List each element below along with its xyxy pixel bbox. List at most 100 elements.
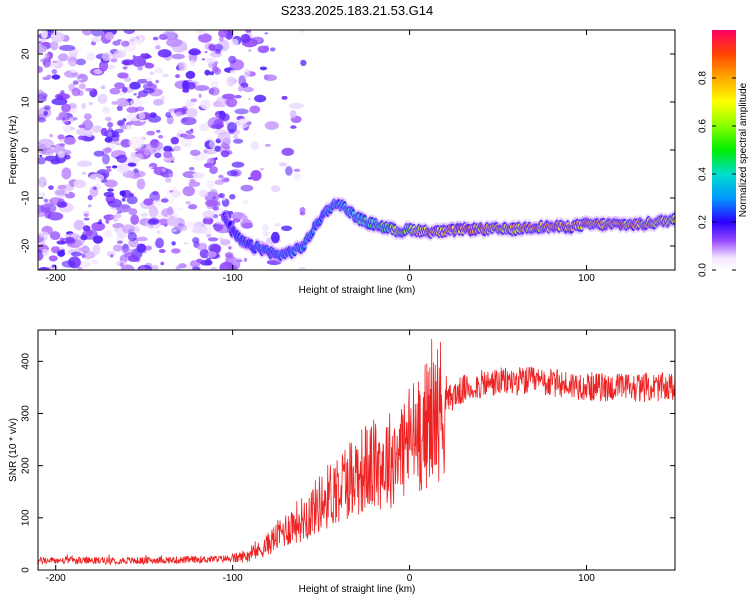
noise-blob (107, 131, 113, 138)
y-tick-label: 0 (21, 567, 32, 573)
noise-blob (212, 206, 219, 211)
noise-blob (57, 150, 66, 158)
noise-blob (192, 266, 201, 270)
noise-blob (105, 218, 110, 224)
noise-blob (38, 89, 45, 99)
noise-blob (214, 157, 218, 161)
noise-blob (270, 231, 280, 244)
noise-blob (156, 141, 164, 150)
noise-blob (59, 44, 76, 52)
noise-blob (157, 49, 172, 58)
noise-blob (181, 117, 188, 123)
noise-blob (163, 150, 173, 159)
noise-blob (90, 259, 99, 265)
noise-blob (171, 248, 181, 254)
spectrogram-y-axis: -20 -10 0 10 20 (21, 48, 675, 253)
noise-blob (109, 87, 121, 95)
noise-blob (40, 30, 48, 39)
noise-blob (154, 152, 162, 159)
noise-blob (82, 119, 94, 131)
noise-blob (181, 137, 192, 148)
noise-blob (128, 208, 138, 216)
noise-blob (81, 253, 86, 258)
noise-blob (120, 138, 132, 148)
noise-blob (91, 36, 101, 43)
snr-x-axis: -200 -100 0 100 (46, 330, 595, 584)
noise-blob (151, 264, 159, 270)
noise-blob (269, 47, 276, 52)
snr-panel: -200 -100 0 100 0 100 200 300 400 Height of str… (8, 329, 676, 595)
noise-blob (161, 168, 166, 173)
noise-blob (107, 64, 116, 70)
noise-blob (121, 197, 126, 202)
noise-blob (92, 186, 97, 191)
noise-blob (254, 94, 267, 103)
noise-blob (185, 70, 196, 79)
noise-blob (49, 197, 62, 206)
noise-blob (50, 31, 65, 43)
noise-blob (196, 242, 208, 251)
noise-blob (158, 218, 170, 226)
noise-blob (240, 219, 253, 229)
x-tick-label: 100 (578, 273, 595, 284)
noise-blob (231, 38, 239, 46)
noise-blob (215, 49, 222, 55)
noise-blob (103, 214, 115, 221)
noise-blob (198, 123, 210, 132)
noise-blob (290, 125, 297, 129)
noise-blob (202, 216, 214, 225)
noise-blob (218, 174, 224, 179)
noise-blob (196, 30, 206, 36)
noise-blob (232, 218, 241, 223)
noise-blob (226, 76, 236, 87)
noise-blob (194, 84, 210, 92)
noise-blob (85, 130, 94, 138)
noise-blob (58, 143, 66, 147)
noise-blob (300, 30, 306, 34)
noise-blob (70, 126, 76, 131)
noise-blob (125, 121, 133, 127)
noise-blob (41, 240, 46, 245)
noise-blob (228, 55, 237, 64)
noise-blob (116, 240, 123, 244)
noise-blob (202, 210, 215, 219)
noise-blob (132, 55, 136, 58)
noise-blob (213, 123, 225, 129)
noise-blob (57, 95, 64, 99)
noise-blob (185, 107, 198, 118)
noise-blob (153, 98, 164, 106)
noise-blob (93, 68, 103, 75)
noise-blob (157, 135, 164, 139)
noise-blob (82, 225, 91, 232)
noise-blob (217, 30, 228, 38)
noise-blob (238, 75, 247, 87)
noise-blob (61, 103, 71, 113)
noise-blob (43, 53, 50, 61)
noise-blob (192, 172, 205, 179)
noise-blob (218, 36, 224, 42)
noise-blob (102, 229, 113, 238)
noise-blob (121, 40, 130, 47)
spectrogram-x-label: Height of straight line (km) (299, 285, 416, 296)
noise-blob (137, 66, 143, 71)
noise-blob (226, 170, 238, 177)
noise-blob (70, 251, 82, 257)
noise-blob (229, 69, 236, 74)
noise-blob (78, 78, 83, 81)
x-tick-label: -100 (223, 573, 243, 584)
noise-blob (44, 267, 51, 270)
noise-blob (107, 188, 114, 192)
noise-blob (185, 201, 191, 205)
noise-blob (181, 45, 188, 51)
noise-blob (136, 243, 147, 253)
noise-blob (127, 162, 137, 167)
noise-blob (173, 207, 184, 212)
noise-blob (209, 71, 215, 76)
snr-x-label: Height of straight line (km) (299, 584, 416, 595)
noise-blob (114, 128, 124, 134)
noise-blob (125, 124, 132, 130)
noise-blob (111, 165, 118, 169)
noise-blob (221, 177, 230, 183)
noise-blob (264, 143, 271, 147)
noise-blob (52, 60, 58, 63)
